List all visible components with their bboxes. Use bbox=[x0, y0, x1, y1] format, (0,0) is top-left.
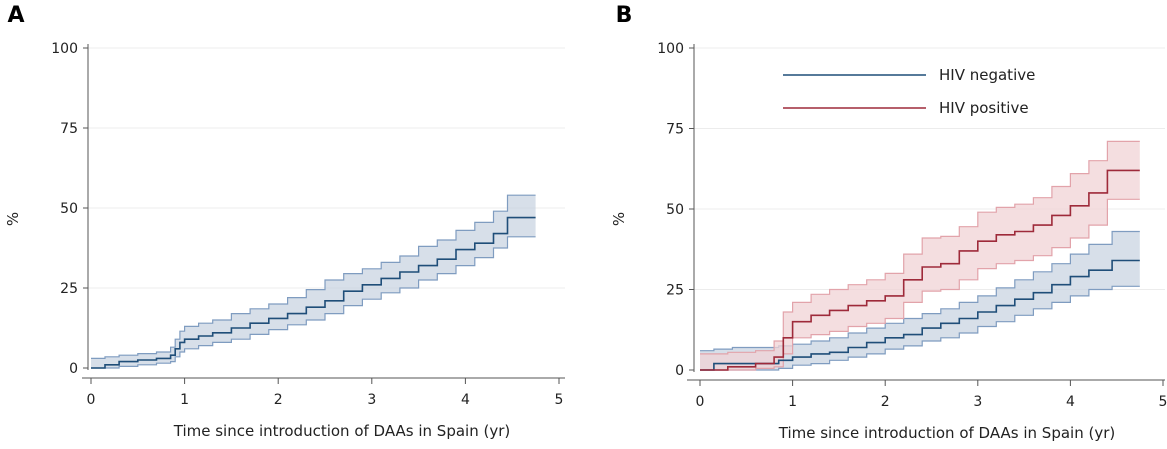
y-tick-label: 50 bbox=[666, 202, 684, 218]
x-axis-title: Time since introduction of DAAs in Spain… bbox=[778, 424, 1115, 442]
x-tick-label: 2 bbox=[881, 394, 890, 410]
y-tick-label: 100 bbox=[657, 41, 684, 57]
y-tick-label: 25 bbox=[666, 283, 684, 299]
x-tick-label: 4 bbox=[461, 392, 470, 408]
x-tick-label: 0 bbox=[87, 392, 96, 408]
y-tick-label: 50 bbox=[60, 201, 78, 217]
lower-bound-line bbox=[700, 198, 1140, 371]
series-line-hiv-negative bbox=[700, 259, 1140, 371]
y-tick-label: 75 bbox=[60, 121, 78, 137]
confidence-band-series-0 bbox=[91, 195, 536, 368]
x-tick-label: 5 bbox=[1159, 394, 1167, 410]
y-axis-title: % bbox=[4, 212, 22, 226]
panel-b: B 0 25 50 75 100 0 1 2 3 4 5 Time since introduction… bbox=[610, 3, 1167, 442]
series-line-0 bbox=[91, 216, 536, 369]
upper-bound-line bbox=[91, 194, 536, 359]
y-tick-label: 100 bbox=[51, 41, 78, 57]
x-tick-label: 1 bbox=[180, 392, 189, 408]
y-tick-label: 0 bbox=[675, 363, 684, 379]
y-axis-title: % bbox=[610, 212, 628, 226]
series-line-hiv-positive bbox=[700, 169, 1140, 371]
confidence-band-hiv-positive bbox=[700, 141, 1140, 370]
lower-bound-line bbox=[91, 236, 536, 369]
legend-label: HIV negative bbox=[939, 66, 1035, 84]
x-axis-title: Time since introduction of DAAs in Spain… bbox=[173, 422, 510, 440]
x-tick-label: 2 bbox=[274, 392, 283, 408]
legend-label: HIV positive bbox=[939, 99, 1029, 117]
y-tick-label: 25 bbox=[60, 281, 78, 297]
y-tick-label: 75 bbox=[666, 122, 684, 138]
upper-bound-line bbox=[700, 140, 1140, 355]
panel-a: A 0 25 50 75 100 0 1 2 3 4 5 Time since introduction… bbox=[4, 3, 565, 440]
x-tick-label: 3 bbox=[367, 392, 376, 408]
y-tick-label: 0 bbox=[69, 361, 78, 377]
x-tick-label: 4 bbox=[1066, 394, 1075, 410]
panel-label: A bbox=[7, 3, 24, 28]
x-tick-label: 3 bbox=[973, 394, 982, 410]
lower-bound-line bbox=[700, 285, 1140, 371]
panel-label: B bbox=[616, 3, 633, 28]
x-tick-label: 1 bbox=[788, 394, 797, 410]
x-tick-label: 5 bbox=[555, 392, 564, 408]
x-tick-label: 0 bbox=[696, 394, 705, 410]
